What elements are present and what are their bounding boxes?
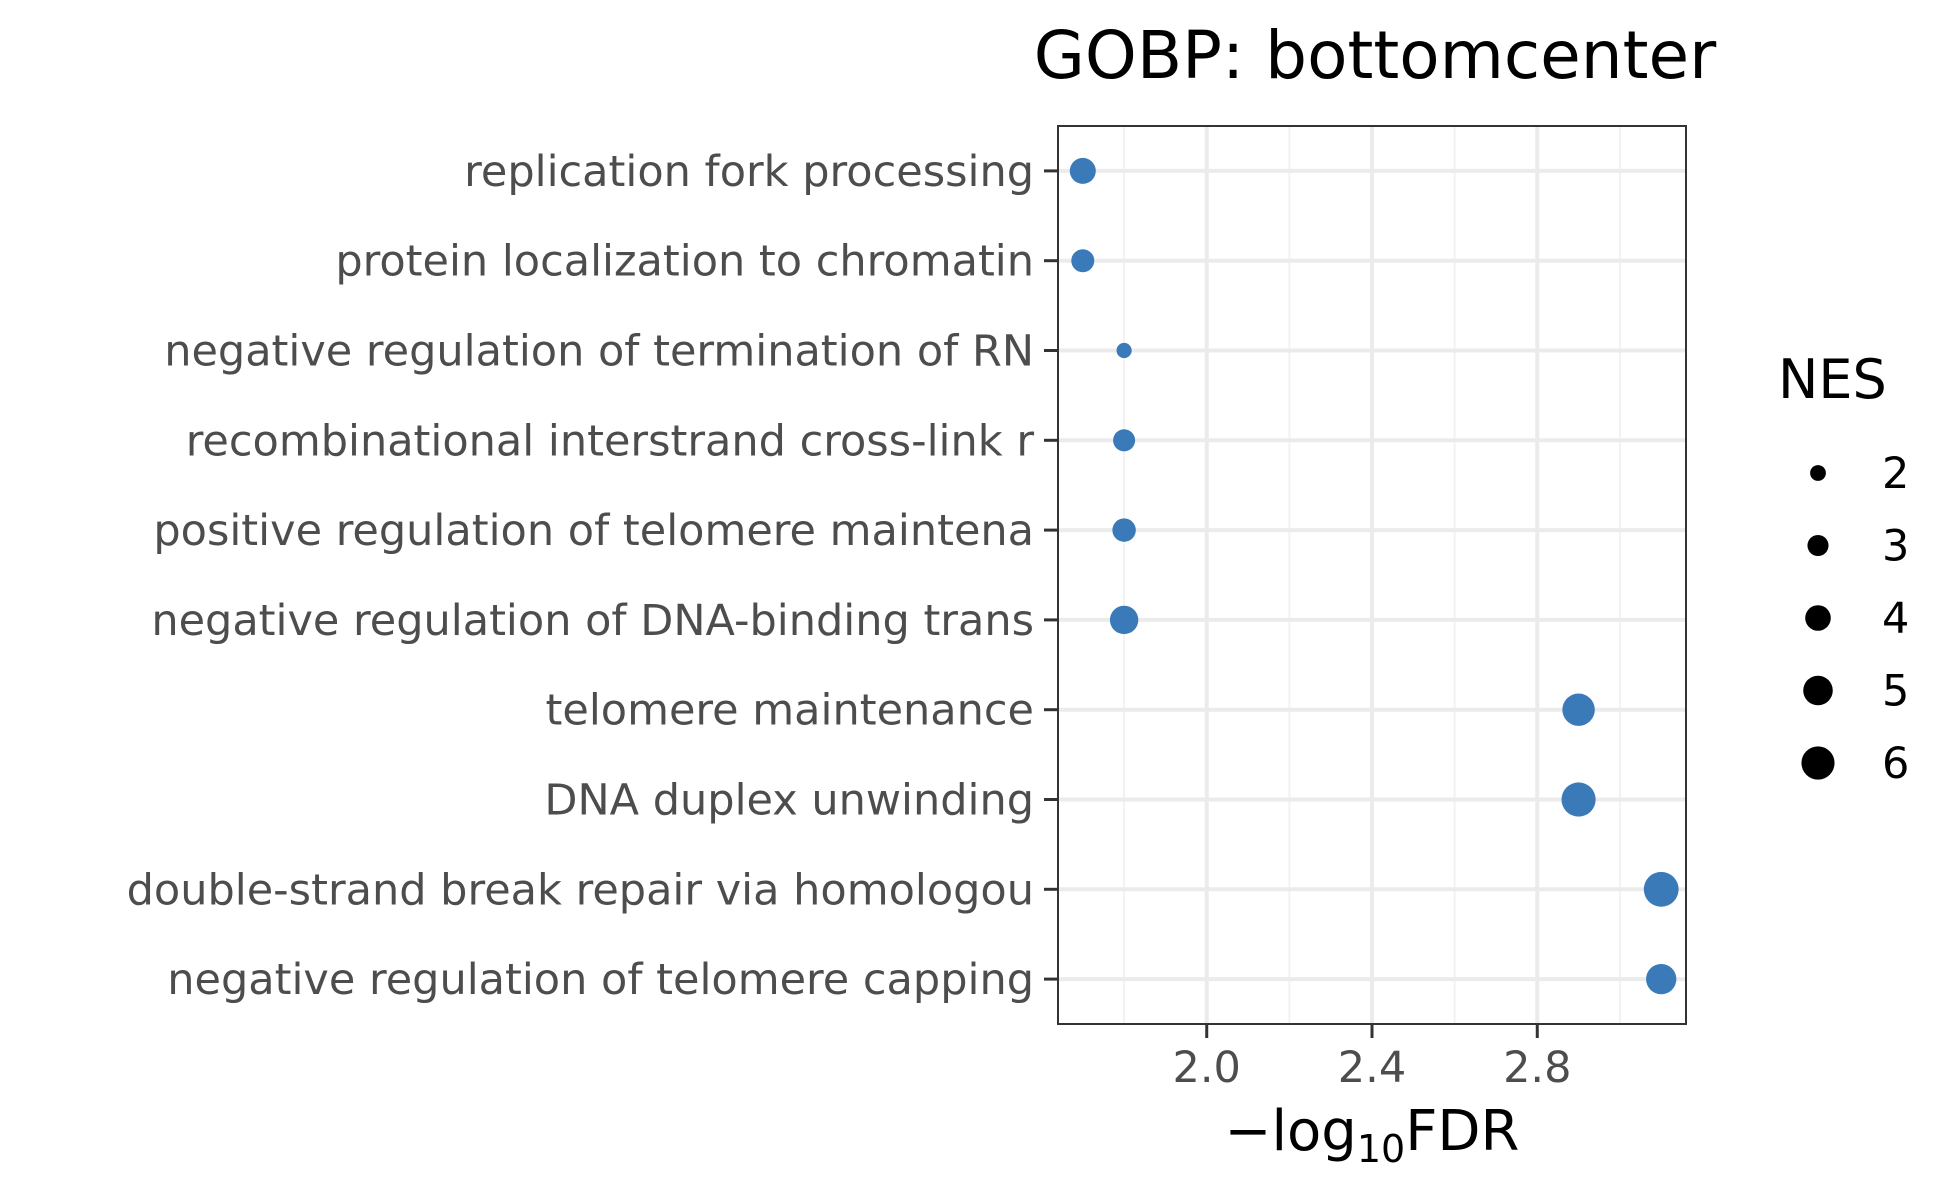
x-axis: 2.0 2.4 2.8: [1173, 1024, 1571, 1093]
data-point: [1643, 871, 1679, 907]
data-point: [1112, 518, 1136, 542]
y-tick-label: double-strand break repair via homologou: [127, 865, 1034, 915]
legend-label: 5: [1882, 667, 1909, 717]
x-axis-title: −log10FDR: [1225, 1099, 1520, 1171]
data-points: [1069, 157, 1679, 995]
legend-key: [1807, 534, 1829, 557]
data-point: [1071, 249, 1095, 273]
y-tick-label: negative regulation of telomere capping: [167, 955, 1034, 1005]
major-gridlines: [1058, 126, 1686, 1024]
size-legend: NES 2 3 4 5 6: [1778, 348, 1909, 789]
y-tick-label: telomere maintenance: [546, 686, 1034, 736]
y-tick-label: replication fork processing: [464, 147, 1034, 197]
data-point: [1069, 157, 1096, 184]
x-axis-title-suffix: FDR: [1405, 1099, 1519, 1164]
legend-key: [1803, 675, 1833, 706]
data-point: [1562, 693, 1595, 726]
legend-label: 2: [1882, 449, 1909, 499]
y-tick-label: recombinational interstrand cross-link r: [186, 416, 1035, 466]
legend-key: [1810, 465, 1826, 481]
data-point: [1116, 342, 1132, 359]
x-tick-label: 2.8: [1503, 1043, 1571, 1093]
data-point: [1646, 963, 1677, 995]
legend-label: 6: [1882, 739, 1909, 789]
x-tick-label: 2.4: [1338, 1043, 1406, 1093]
y-tick-label: protein localization to chromatin: [335, 237, 1034, 287]
minor-gridlines: [1123, 126, 1621, 1024]
legend-key: [1805, 605, 1831, 631]
data-point: [1113, 429, 1136, 452]
y-tick-label: DNA duplex unwinding: [544, 776, 1034, 826]
data-point: [1109, 605, 1139, 635]
y-tick-label: negative regulation of termination of RN: [164, 327, 1034, 377]
chart-title: GOBP: bottomcenter: [1034, 17, 1717, 94]
legend-label: 4: [1882, 594, 1909, 644]
y-axis: replication fork processing protein local…: [127, 147, 1058, 1005]
y-tick-label: negative regulation of DNA-binding trans: [151, 596, 1034, 646]
y-tick-label: positive regulation of telomere maintena: [153, 506, 1034, 556]
legend-items: 2 3 4 5 6: [1801, 449, 1909, 789]
x-axis-title-prefix: −log: [1225, 1099, 1357, 1164]
x-tick-label: 2.0: [1173, 1043, 1241, 1093]
x-axis-title-subscript: 10: [1357, 1127, 1405, 1171]
data-point: [1561, 782, 1596, 817]
legend-key: [1801, 746, 1835, 780]
legend-label: 3: [1882, 522, 1909, 572]
legend-title: NES: [1778, 348, 1887, 411]
